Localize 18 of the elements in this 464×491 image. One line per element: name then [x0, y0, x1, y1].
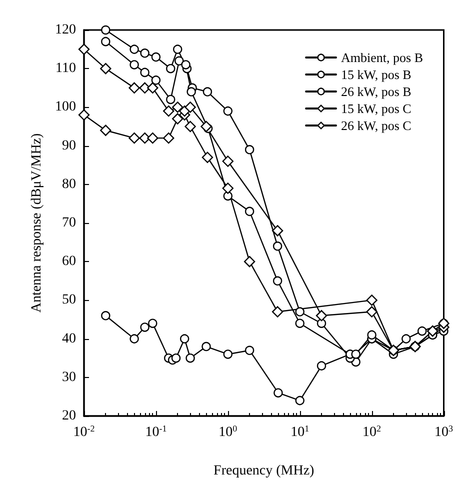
- legend-label: Ambient, pos B: [341, 50, 424, 65]
- legend-label: 15 kW, pos B: [341, 67, 412, 82]
- y-tick-label: 100: [55, 100, 76, 115]
- y-tick-label: 120: [55, 22, 76, 38]
- legend-label: 26 kW, pos B: [341, 84, 412, 99]
- legend-label: 15 kW, pos C: [341, 101, 412, 116]
- y-tick-label: 40: [62, 331, 76, 346]
- y-axis-title: Antenna response (dBμV/MHz): [30, 132, 44, 313]
- y-tick-label: 110: [56, 61, 76, 76]
- y-tick-label: 20: [62, 408, 76, 424]
- y-tick-label: 60: [62, 254, 76, 270]
- y-tick-label: 30: [62, 370, 76, 385]
- legend-label: 26 kW, pos C: [341, 118, 412, 133]
- y-tick-label: 90: [62, 138, 76, 154]
- y-tick-label: 50: [62, 292, 76, 308]
- y-tick-label: 80: [62, 176, 76, 192]
- x-axis-title: Frequency (MHz): [214, 464, 315, 478]
- y-tick-label: 70: [62, 216, 76, 230]
